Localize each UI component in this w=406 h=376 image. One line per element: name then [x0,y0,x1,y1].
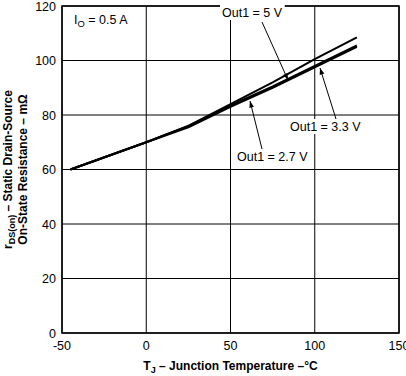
label-part: On-State Resistance – mΩ [16,94,30,245]
y-grid-line [62,60,399,61]
x-tick-label: -50 [53,339,71,353]
x-axis-label: TJ – Junction Temperature –°C [143,359,318,375]
label-arrow [320,68,336,119]
label-part: – Junction Temperature –°C [156,359,318,373]
y-axis-label: rDS(on) – Static Drain-Source [1,90,17,249]
label-background [235,149,310,164]
series-label: Out1 = 5 V [222,6,283,20]
y-tick-label: 120 [35,0,56,14]
subscript: O [77,19,84,29]
x-tick-label: 50 [224,339,238,353]
label-background [288,119,363,134]
series-line [70,47,356,170]
series-label: Out1 = 2.7 V [237,150,308,164]
y-grid-line [62,115,399,116]
y-tick-label: 80 [42,109,56,123]
chart: -50050100150020406080100120TJ – Junction… [0,0,406,376]
y-tick-label: 20 [42,272,56,286]
annotation: IO = 0.5 A [74,13,128,29]
arrow-head [320,68,325,75]
y-tick-label: 60 [42,163,56,177]
series-line [70,46,356,170]
plot-frame [62,6,399,333]
y-tick-label: 40 [42,218,56,232]
y-grid-line [62,224,399,225]
x-tick-label: 0 [143,339,150,353]
x-tick-label: 150 [389,339,406,353]
series-line [70,37,356,169]
y-tick-label: 0 [49,327,56,341]
label-arrow [262,22,288,80]
arrow-head [283,73,288,80]
x-tick-label: 100 [304,339,325,353]
y-tick-label: 100 [35,54,56,68]
label-part: – Static Drain-Source [1,90,15,215]
y-axis-label: On-State Resistance – mΩ [16,94,30,245]
y-grid-line [62,278,399,279]
series-label: Out1 = 3.3 V [290,120,361,134]
label-part: = 0.5 A [85,13,128,27]
series-group [70,37,356,169]
arrow-head [249,101,254,108]
label-background [220,5,285,20]
y-grid-line [62,169,399,170]
label-arrow [250,101,262,149]
